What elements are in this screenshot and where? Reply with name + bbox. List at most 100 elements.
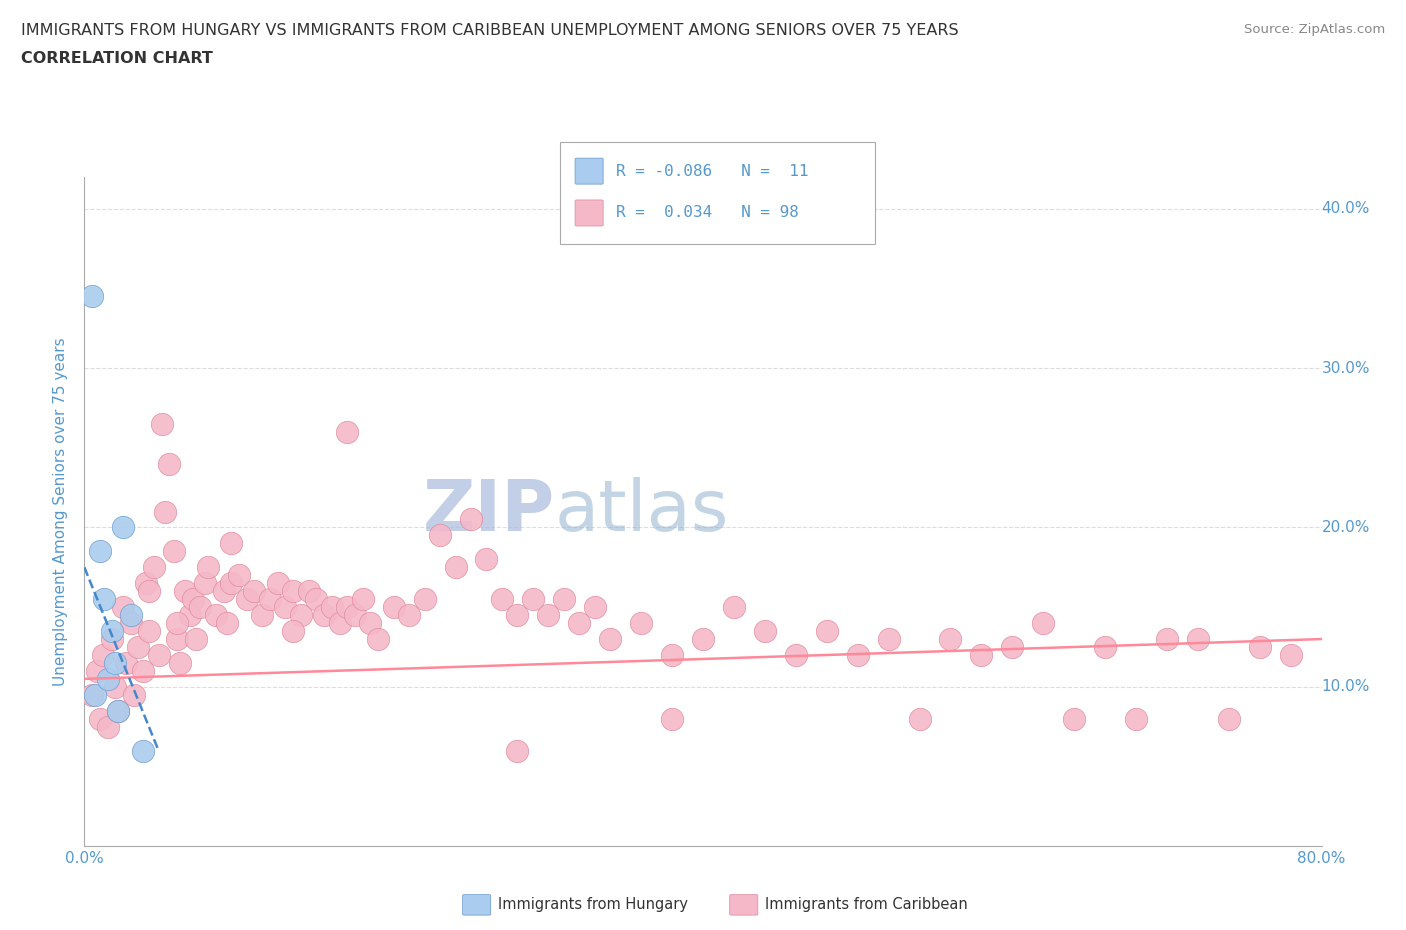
Point (181, 591, 204, 606)
Text: 10.0%: 10.0% (1322, 680, 1369, 695)
Point (1156, 631, 1178, 646)
Point (336, 600, 359, 615)
Point (785, 647, 807, 662)
Text: atlas: atlas (554, 477, 728, 546)
Point (367, 631, 389, 646)
Point (120, 607, 142, 622)
Point (460, 512, 482, 527)
Point (184, 631, 207, 646)
Text: IMMIGRANTS FROM HUNGARY VS IMMIGRANTS FROM CARIBBEAN UNEMPLOYMENT AMONG SENIORS : IMMIGRANTS FROM HUNGARY VS IMMIGRANTS FR… (21, 23, 959, 38)
Point (169, 656, 191, 671)
Point (153, 504, 176, 519)
Point (475, 551, 498, 566)
Text: 20.0%: 20.0% (1322, 520, 1369, 535)
Point (846, 647, 869, 662)
Point (312, 607, 335, 622)
Point (336, 424, 359, 439)
Point (321, 600, 343, 615)
Text: CORRELATION CHART: CORRELATION CHART (21, 51, 212, 66)
Point (630, 616, 652, 631)
Text: Immigrants from Hungary: Immigrants from Hungary (498, 897, 688, 912)
Point (148, 647, 170, 662)
Point (197, 560, 219, 575)
Point (568, 616, 591, 631)
Point (150, 417, 173, 432)
Point (939, 631, 962, 646)
Point (96, 671, 118, 686)
Point (1249, 640, 1271, 655)
Text: R =  0.034   N = 98: R = 0.034 N = 98 (616, 206, 799, 220)
Point (115, 656, 138, 671)
Point (1218, 711, 1240, 726)
Point (132, 663, 155, 678)
Point (491, 591, 513, 606)
Point (112, 600, 135, 615)
Point (84, 687, 107, 702)
Point (522, 591, 544, 606)
Point (398, 607, 420, 622)
Point (107, 703, 129, 718)
Point (259, 591, 281, 606)
Point (413, 591, 436, 606)
Point (297, 584, 319, 599)
Point (235, 591, 259, 606)
Text: 30.0%: 30.0% (1322, 361, 1369, 376)
Point (343, 607, 366, 622)
Point (89, 711, 111, 726)
Point (205, 607, 228, 622)
Point (723, 600, 745, 615)
Point (429, 528, 451, 543)
Point (1279, 647, 1302, 662)
Point (815, 624, 838, 639)
Point (166, 616, 188, 631)
Point (143, 560, 166, 575)
Point (692, 631, 714, 646)
Point (444, 560, 467, 575)
Point (112, 520, 135, 535)
Point (553, 591, 575, 606)
Point (1187, 631, 1209, 646)
Point (583, 600, 606, 615)
Point (194, 576, 217, 591)
Point (328, 616, 352, 631)
Point (243, 584, 266, 599)
Point (91, 647, 114, 662)
Point (281, 584, 305, 599)
Point (661, 711, 683, 726)
Point (93, 591, 115, 606)
Text: R = -0.086   N =  11: R = -0.086 N = 11 (616, 164, 808, 179)
Point (159, 457, 180, 472)
Point (104, 680, 127, 695)
Text: Immigrants from Caribbean: Immigrants from Caribbean (765, 897, 967, 912)
Point (122, 687, 145, 702)
Point (132, 743, 155, 758)
Point (163, 544, 186, 559)
Point (166, 631, 188, 646)
Point (219, 536, 242, 551)
Point (1125, 711, 1147, 726)
Point (104, 656, 127, 671)
Point (179, 607, 201, 622)
Point (1001, 640, 1024, 655)
Point (599, 631, 621, 646)
Point (212, 584, 235, 599)
Point (138, 624, 160, 639)
Point (215, 616, 238, 631)
Y-axis label: Unemployment Among Seniors over 75 years: Unemployment Among Seniors over 75 years (53, 338, 69, 685)
Point (661, 647, 683, 662)
Point (82, 687, 104, 702)
Text: Source: ZipAtlas.com: Source: ZipAtlas.com (1244, 23, 1385, 36)
Point (877, 631, 900, 646)
Point (267, 576, 290, 591)
Point (281, 624, 305, 639)
Point (86, 663, 108, 678)
Point (89, 544, 111, 559)
Text: ZIP: ZIP (422, 477, 554, 546)
Point (1063, 711, 1085, 726)
Point (96, 719, 118, 734)
Point (101, 624, 124, 639)
Point (537, 607, 560, 622)
Point (82, 289, 104, 304)
Point (120, 616, 142, 631)
Point (107, 703, 129, 718)
